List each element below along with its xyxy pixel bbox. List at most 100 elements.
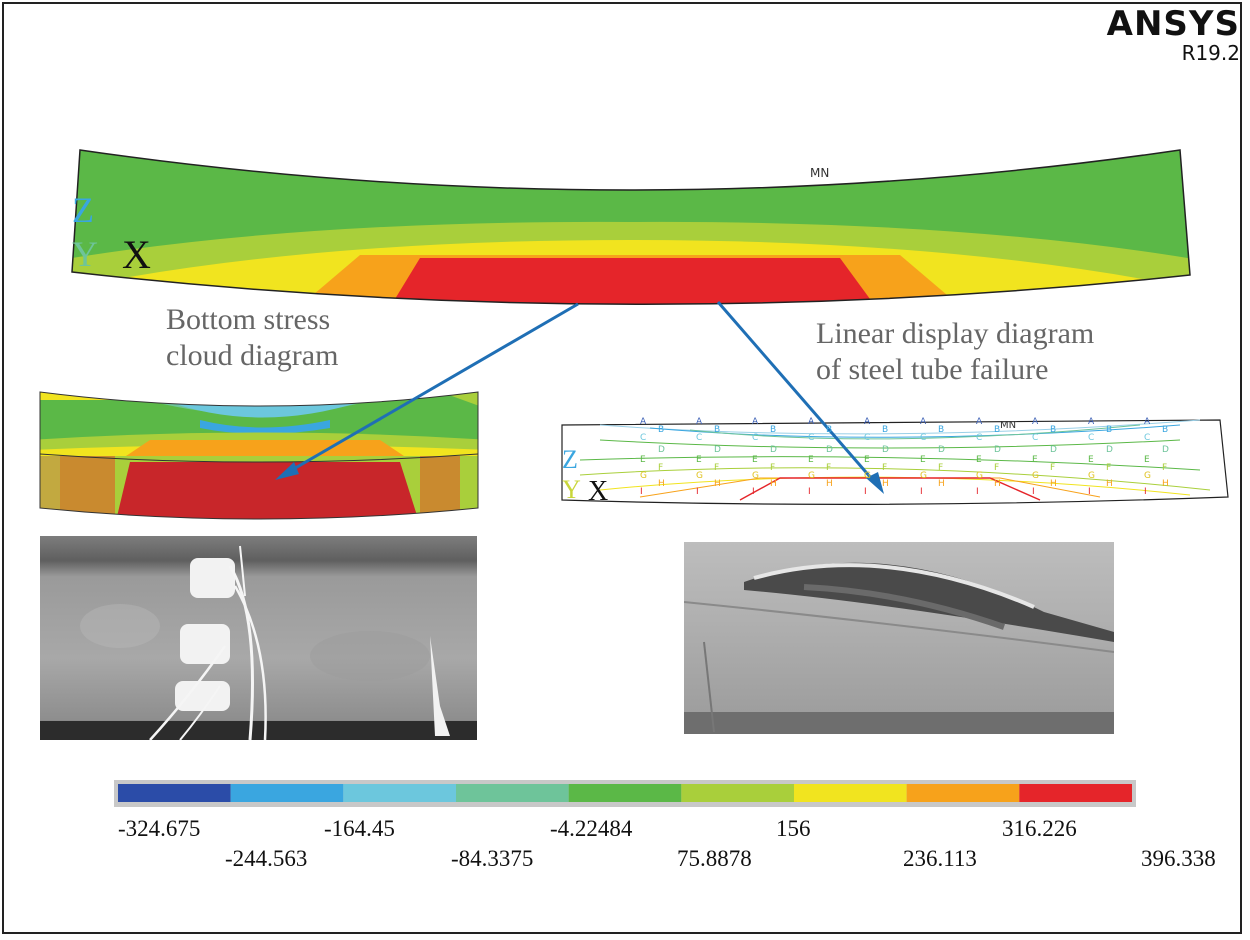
contour-letter: H	[1162, 479, 1169, 489]
contour-letter: F	[658, 463, 663, 473]
axis-y-linear: Y	[562, 475, 581, 504]
specimen-photo-right	[684, 542, 1114, 734]
legend-tick-top: 316.226	[1002, 816, 1077, 841]
legend-swatch	[343, 784, 456, 802]
contour-letter: B	[826, 425, 832, 435]
color-legend	[114, 780, 1136, 807]
contour-letter: F	[882, 463, 887, 473]
contour-letter: H	[714, 479, 721, 489]
contour-letter: A	[752, 417, 759, 427]
contour-letter: D	[826, 445, 833, 455]
ansys-logo: ANSYS R19.2	[1107, 6, 1240, 64]
contour-letter: D	[938, 445, 945, 455]
contour-letter: I	[864, 487, 867, 497]
axis-x-main: X	[122, 232, 151, 277]
contour-letter: A	[920, 417, 927, 427]
legend-swatch	[230, 784, 344, 802]
contour-letter: I	[696, 487, 699, 497]
caption-bottom-stress-line1: Bottom stress	[166, 303, 331, 336]
contour-letter: H	[994, 479, 1001, 489]
legend-swatch	[1019, 784, 1132, 802]
contour-letter: E	[1032, 455, 1038, 465]
contour-letter: F	[1050, 463, 1055, 473]
legend-tick-top: -4.22484	[550, 816, 633, 841]
label-mn-linear: MN	[1000, 420, 1016, 431]
contour-letter: B	[994, 425, 1000, 435]
contour-letter: E	[696, 455, 702, 465]
legend-tick-bottom: 236.113	[903, 846, 977, 871]
contour-letter: H	[882, 479, 889, 489]
contour-letter: A	[640, 417, 647, 427]
contour-letter: B	[938, 425, 944, 435]
contour-letter: H	[826, 479, 833, 489]
caption-bottom-stress: Bottom stress cloud diagram	[166, 302, 338, 374]
contour-letter: A	[1144, 417, 1151, 427]
caption-linear-display-line2: of steel tube failure	[816, 353, 1049, 386]
contour-letter: F	[1162, 463, 1167, 473]
contour-letter: A	[1088, 417, 1095, 427]
contour-letter: A	[864, 417, 871, 427]
contour-letter: F	[770, 463, 775, 473]
contour-letter: I	[1032, 487, 1035, 497]
contour-letter: B	[658, 425, 664, 435]
axis-y-main: Y	[72, 234, 98, 274]
legend-tick-top: -164.45	[324, 816, 395, 841]
contour-letter: D	[658, 445, 665, 455]
contour-letter: I	[976, 487, 979, 497]
contour-letter: G	[1032, 471, 1039, 481]
contour-letter: A	[696, 417, 703, 427]
contour-letter: A	[808, 417, 815, 427]
brand-name: ANSYS	[1106, 4, 1240, 44]
contour-letter: B	[1106, 425, 1112, 435]
contour-letter: C	[976, 433, 982, 443]
contour-letter: H	[1106, 479, 1113, 489]
legend-tick-bottom: 75.8878	[677, 846, 752, 871]
legend-swatch	[906, 784, 1020, 802]
legend-swatches	[118, 784, 1132, 802]
contour-letter: D	[994, 445, 1001, 455]
contour-letter: A	[1032, 417, 1039, 427]
contour-letter: E	[808, 455, 814, 465]
caption-bottom-stress-line2: cloud diagram	[166, 339, 339, 372]
linear-display-diagram	[561, 419, 1229, 505]
legend-tick-bottom: 396.338	[1141, 846, 1216, 871]
legend-tick-bottom: -244.563	[225, 846, 308, 871]
contour-letter: G	[920, 471, 927, 481]
contour-letter: H	[658, 479, 665, 489]
contour-letter: D	[770, 445, 777, 455]
contour-letter: I	[752, 487, 755, 497]
contour-letter: C	[752, 433, 758, 443]
contour-letter: F	[714, 463, 719, 473]
contour-letter: F	[938, 463, 943, 473]
contour-letter: F	[826, 463, 831, 473]
label-mn-main: MN	[810, 166, 829, 180]
contour-letter: I	[920, 487, 923, 497]
brand-version: R19.2	[1181, 41, 1240, 65]
contour-letter: E	[1088, 455, 1094, 465]
contour-letter: G	[696, 471, 703, 481]
contour-letter: G	[808, 471, 815, 481]
axis-z-main: Z	[72, 190, 94, 230]
legend-swatch	[456, 784, 569, 802]
specimen-photo-left	[40, 536, 477, 740]
contour-letter: C	[808, 433, 814, 443]
legend-swatch	[681, 784, 794, 802]
contour-letter: C	[1032, 433, 1038, 443]
legend-swatch	[568, 784, 682, 802]
contour-letter: I	[1144, 487, 1147, 497]
contour-letter: A	[976, 417, 983, 427]
arrow-to-cloud	[275, 302, 579, 480]
contour-letter: G	[976, 471, 983, 481]
contour-letter: E	[1144, 455, 1150, 465]
caption-linear-display-line1: Linear display diagram	[816, 317, 1095, 350]
contour-letter: D	[1162, 445, 1169, 455]
contour-letter: E	[752, 455, 758, 465]
contour-letter: E	[920, 455, 926, 465]
axis-z-linear: Z	[562, 445, 578, 474]
contour-letter: B	[882, 425, 888, 435]
contour-letter: E	[640, 455, 646, 465]
contour-letter: C	[920, 433, 926, 443]
